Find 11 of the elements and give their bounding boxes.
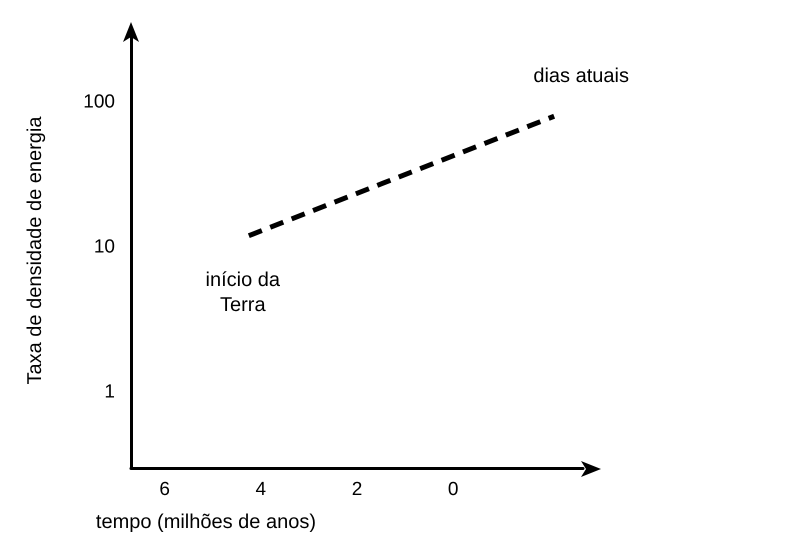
x-tick-label: 6	[159, 479, 170, 500]
x-axis-title: tempo (milhões de anos)	[96, 511, 316, 533]
x-tick-label: 4	[256, 479, 267, 500]
y-tick-label: 1	[104, 382, 115, 403]
x-tick-label: 2	[352, 479, 362, 500]
y-tick-label: 100	[83, 92, 115, 113]
y-tick-label: 10	[94, 236, 115, 258]
annotation: início da Terra	[206, 269, 281, 316]
annotation: dias atuais	[533, 65, 629, 88]
y-axis-title: Taxa de densidade de energia	[24, 116, 46, 384]
x-tick-label: 0	[448, 479, 458, 500]
